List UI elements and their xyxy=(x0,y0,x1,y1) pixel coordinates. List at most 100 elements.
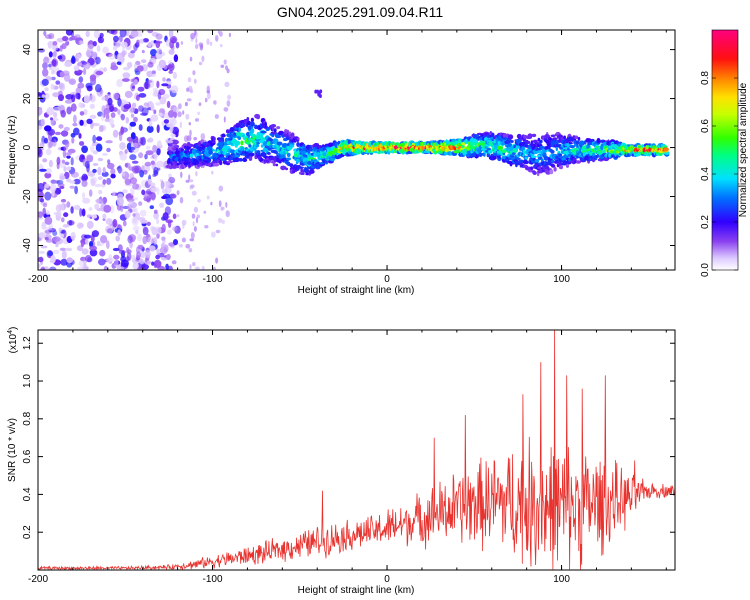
heatmap-cell xyxy=(106,162,115,170)
heatmap-cell xyxy=(62,35,69,42)
heatmap-cell xyxy=(142,235,148,245)
heatmap-cell xyxy=(44,183,50,188)
heatmap-cell xyxy=(96,45,101,52)
heatmap-cell xyxy=(179,196,184,204)
heatmap-cell xyxy=(125,117,130,124)
heatmap-cell xyxy=(91,214,98,219)
heatmap-y-axis-label: Frequency (Hz) xyxy=(7,116,18,185)
heatmap-cell xyxy=(146,80,153,83)
heatmap-cell xyxy=(300,172,305,175)
heatmap-cell xyxy=(204,97,208,103)
heatmap-cell xyxy=(78,260,86,267)
heatmap-cell xyxy=(70,103,77,112)
heatmap-cell xyxy=(128,125,132,131)
heatmap-cell xyxy=(95,84,102,93)
heatmap-cell xyxy=(105,218,113,225)
heatmap-cell xyxy=(140,112,148,116)
heatmap-cell xyxy=(213,100,217,105)
heatmap-cell xyxy=(130,50,136,54)
y-tick-label: 20 xyxy=(22,93,33,105)
heatmap-cell xyxy=(39,192,45,199)
heatmap-cell xyxy=(189,264,192,270)
heatmap-cell xyxy=(497,155,501,159)
heatmap-cell xyxy=(122,66,130,71)
heatmap-cell xyxy=(60,198,67,203)
colorbar-label: Normalized spectral amplitude xyxy=(738,82,749,217)
heatmap-cell xyxy=(42,68,49,77)
heatmap-cell xyxy=(188,174,191,181)
heatmap-cell xyxy=(81,192,86,200)
y-tick-label: 0.6 xyxy=(22,449,33,463)
heatmap-cell xyxy=(227,94,232,100)
heatmap-cell xyxy=(141,59,147,63)
heatmap-cell xyxy=(45,226,53,231)
heatmap-cell xyxy=(186,135,192,142)
heatmap-cell xyxy=(150,114,159,122)
heatmap-cell xyxy=(81,248,89,255)
heatmap-cell xyxy=(181,219,187,226)
heatmap-cell xyxy=(70,31,75,37)
heatmap-cell xyxy=(38,211,44,218)
heatmap-cell xyxy=(160,180,165,190)
heatmap-cell xyxy=(570,138,574,142)
heatmap-cell xyxy=(48,51,53,58)
heatmap-cell xyxy=(96,198,104,205)
heatmap-cell xyxy=(221,133,226,138)
heatmap-cell xyxy=(91,51,97,59)
heatmap-cell xyxy=(112,191,116,197)
heatmap-cell xyxy=(132,183,140,190)
heatmap-cell xyxy=(155,33,163,40)
heatmap-cell xyxy=(530,143,534,147)
x-tick-label: -200 xyxy=(28,574,48,585)
heatmap-cell xyxy=(85,30,90,38)
heatmap-cell xyxy=(577,136,581,141)
heatmap-cell xyxy=(550,134,556,138)
heatmap-cell xyxy=(289,144,295,148)
y-tick-label: 1.0 xyxy=(22,374,33,388)
heatmap-cell xyxy=(41,78,49,86)
heatmap-cell xyxy=(143,169,148,175)
heatmap-cell xyxy=(250,117,254,123)
heatmap-cell xyxy=(49,117,54,121)
snr-y-axis: 0.2 0.4 0.6 0.8 1.0 1.2 xyxy=(22,336,675,539)
colorbar-tick-label: 0.2 xyxy=(700,215,711,229)
heatmap-cell xyxy=(165,80,172,85)
heatmap-cell xyxy=(147,179,152,186)
heatmap-cell xyxy=(479,140,486,144)
heatmap-cell xyxy=(89,245,97,251)
heatmap-cell xyxy=(112,92,120,100)
heatmap-cell xyxy=(167,64,173,69)
y-tick-label: -40 xyxy=(22,238,33,253)
heatmap-cell xyxy=(491,132,495,138)
heatmap-cell xyxy=(118,249,126,255)
heatmap-cell xyxy=(41,221,47,230)
heatmap-cell xyxy=(68,219,73,226)
heatmap-cell xyxy=(58,83,64,90)
colorbar-tick-label: 0.6 xyxy=(700,119,711,133)
heatmap-cell xyxy=(130,82,136,92)
heatmap-cell xyxy=(130,30,139,38)
chart-title: GN04.2025.291.09.04.R11 xyxy=(277,4,444,20)
heatmap-cell xyxy=(242,157,247,162)
heatmap-cell xyxy=(112,219,118,228)
heatmap-cell xyxy=(74,185,78,195)
heatmap-cell xyxy=(77,62,83,67)
heatmap-cell xyxy=(86,220,94,229)
heatmap-cell xyxy=(63,166,67,172)
heatmap-cell xyxy=(124,210,131,219)
heatmap-cell xyxy=(72,122,78,127)
heatmap-cell xyxy=(69,180,76,184)
heatmap-cell xyxy=(200,133,206,140)
heatmap-cell xyxy=(259,158,264,162)
heatmap-cell xyxy=(539,139,543,144)
heatmap-cell xyxy=(150,160,155,166)
heatmap-cell xyxy=(97,36,105,44)
heatmap-cell xyxy=(307,157,311,162)
heatmap-x-axis-label: Height of straight line (km) xyxy=(298,285,415,296)
heatmap-cell xyxy=(161,195,168,200)
heatmap-cell xyxy=(62,149,67,158)
heatmap-cell xyxy=(86,155,94,163)
heatmap-cell xyxy=(123,220,127,227)
heatmap-cell xyxy=(176,190,180,196)
heatmap-cell xyxy=(84,160,90,169)
